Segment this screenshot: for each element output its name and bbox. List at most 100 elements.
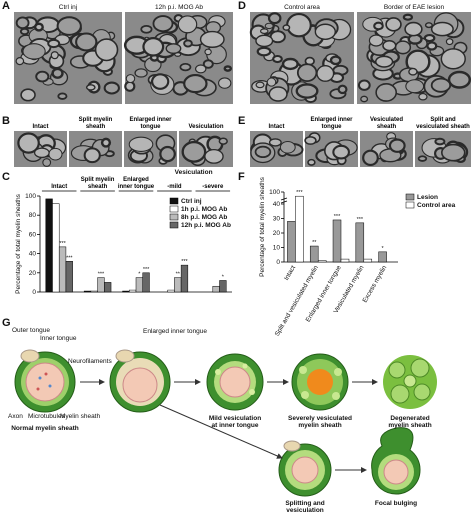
label: Vesiculated sheath (369, 117, 404, 130)
bar (309, 245, 319, 263)
bar (340, 258, 350, 263)
mild-vesiculation (206, 353, 264, 411)
group-label: Vesiculation (175, 169, 213, 176)
micrograph-texture (375, 83, 397, 102)
micrograph-texture (179, 62, 192, 72)
micrograph-texture (15, 16, 30, 30)
micrograph-texture (159, 145, 176, 163)
y-tick-label: 80 (29, 212, 37, 219)
significance: *** (59, 241, 66, 247)
micrograph-texture (103, 81, 120, 95)
y-tick-label: 60 (29, 231, 37, 238)
label-box: Vesiculation (188, 124, 223, 130)
label: Split myelin sheath (78, 117, 113, 130)
significance: *** (143, 267, 150, 273)
micrograph-texture (47, 38, 61, 49)
micrograph-texture (272, 54, 283, 64)
stage-label: at inner tongue (212, 422, 259, 429)
micrograph-texture (181, 140, 207, 163)
label: Intact (268, 123, 285, 130)
micrograph-texture (264, 22, 274, 30)
significance: *** (296, 190, 303, 196)
label-box: Enlarged inner tongue (310, 117, 352, 130)
micrograph-texture (447, 70, 472, 89)
micrograph-texture (259, 28, 269, 35)
label-box: Intact (51, 183, 68, 190)
micrograph-texture (441, 143, 466, 162)
legend-swatch (169, 197, 179, 205)
micrograph-texture (307, 158, 316, 166)
significance: *** (98, 272, 105, 278)
micrograph-texture (417, 155, 428, 162)
micrograph-texture (281, 57, 299, 71)
micrograph-texture (385, 17, 402, 32)
micrograph-texture (100, 137, 112, 148)
panel-letter: D (238, 0, 246, 12)
y-tick-label: 40 (29, 251, 37, 258)
x-tick-label: Split and vesiculated myelin (274, 264, 320, 337)
diagram: Outer tongue Inner tongue Neurofilaments… (8, 327, 437, 497)
bar (219, 280, 227, 293)
micrograph-texture (424, 22, 433, 29)
panel-letter: C (2, 171, 10, 183)
significance: * (382, 246, 385, 252)
bar (167, 289, 175, 293)
micrograph-texture (35, 70, 50, 83)
stage-label: Normal myelin sheath (11, 425, 79, 432)
bar (45, 198, 53, 293)
micrograph-texture (22, 43, 46, 60)
stage-label: Degenerated (390, 415, 429, 422)
micrograph-texture (165, 43, 182, 55)
y-tick-label: 0 (276, 259, 280, 266)
micrograph-texture (402, 13, 414, 21)
bar (52, 203, 60, 293)
micrograph-texture (204, 48, 212, 56)
label-box: Intact (268, 123, 285, 130)
legend-label: 12h p.i. MOG Ab (181, 222, 231, 229)
legend-label: 8h p.i. MOG Ab (181, 214, 227, 221)
micrograph-texture (204, 148, 224, 164)
micrograph-texture (430, 21, 454, 37)
part-label: Microtubules (28, 413, 66, 420)
y-tick-label: 0 (32, 289, 36, 296)
micrograph-texture (256, 46, 272, 57)
micrograph-texture (404, 21, 423, 37)
micrograph-texture (75, 32, 98, 52)
panel-letter: A (2, 0, 10, 12)
label-box: Split myelin sheath (78, 117, 113, 130)
y-tick-label: 10 (273, 245, 281, 252)
stage-label: Focal bulging (375, 500, 417, 507)
legend-label: Control area (417, 202, 456, 209)
micrograph-texture (85, 84, 96, 91)
y-tick-label: 20 (29, 270, 37, 277)
micrograph-texture (368, 34, 384, 47)
bar (97, 277, 105, 293)
significance: *** (357, 217, 364, 223)
significance: *** (334, 214, 341, 220)
legend-swatch (169, 213, 179, 221)
stage-label: Severely vesiculated (288, 415, 352, 422)
legend-label: Lesion (417, 194, 438, 201)
micrograph-label: 12h p.i. MOG Ab (155, 4, 203, 11)
panel-letter: E (238, 115, 245, 127)
significance: * (138, 272, 141, 278)
micrograph-texture (50, 51, 59, 60)
bar (212, 285, 220, 293)
micrograph-texture (430, 77, 452, 93)
label: Intact (51, 183, 68, 190)
bar (355, 222, 365, 263)
panel-letter: G (2, 317, 11, 329)
bar (90, 290, 98, 293)
part-label: Neurofilaments (68, 358, 112, 365)
label: Intact (32, 123, 49, 130)
micrograph-texture (33, 22, 44, 32)
part-label: Myelin sheath (60, 413, 100, 420)
micrograph-texture (255, 81, 265, 89)
severe-vesiculation (291, 353, 349, 411)
micrograph-texture (440, 48, 466, 70)
micrograph-texture (140, 24, 153, 34)
bar (58, 246, 67, 293)
y-axis-label: Percentage of total myelin sheaths (15, 193, 22, 293)
bar (135, 277, 143, 293)
